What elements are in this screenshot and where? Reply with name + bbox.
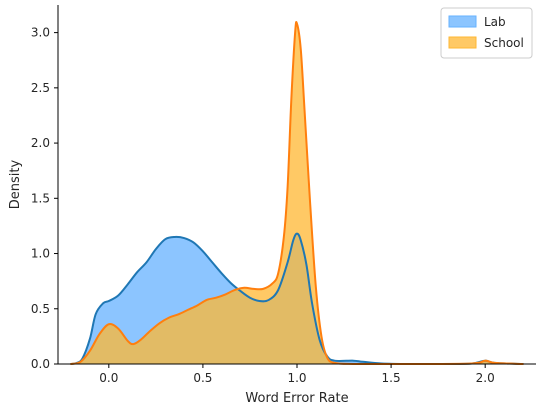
legend: Lab School <box>440 7 533 59</box>
x-tick-label: 1.0 <box>287 371 306 385</box>
y-tick-label: 0.0 <box>31 357 50 371</box>
legend-swatch-school <box>448 36 477 49</box>
y-tick-label: 1.0 <box>31 247 50 261</box>
y-tick-label: 0.5 <box>31 302 50 316</box>
x-tick-label: 0.0 <box>99 371 118 385</box>
series-line-lab <box>70 232 524 366</box>
series-fills <box>71 22 523 365</box>
x-axis-label: Word Error Rate <box>245 391 348 406</box>
x-tick-label: 0.5 <box>193 371 212 385</box>
y-tick-label: 2.0 <box>31 136 50 150</box>
series-line-school <box>70 21 524 366</box>
series-lines <box>70 21 524 366</box>
legend-swatch-lab <box>448 15 477 28</box>
axes: 0.0 0.5 1.0 1.5 2.0 0.0 0.5 1.0 1.5 2.0 2.5 3.0 <box>31 5 536 385</box>
x-tick-label: 1.5 <box>382 371 401 385</box>
legend-label-lab: Lab <box>484 15 506 29</box>
y-tick-label: 3.0 <box>31 26 50 40</box>
y-tick-label: 2.5 <box>31 81 50 95</box>
legend-label-school: School <box>484 36 524 50</box>
y-axis-label: Density <box>8 159 23 209</box>
x-tick-label: 2.0 <box>476 371 495 385</box>
series-area-school <box>71 22 523 365</box>
y-tick-label: 1.5 <box>31 191 50 205</box>
